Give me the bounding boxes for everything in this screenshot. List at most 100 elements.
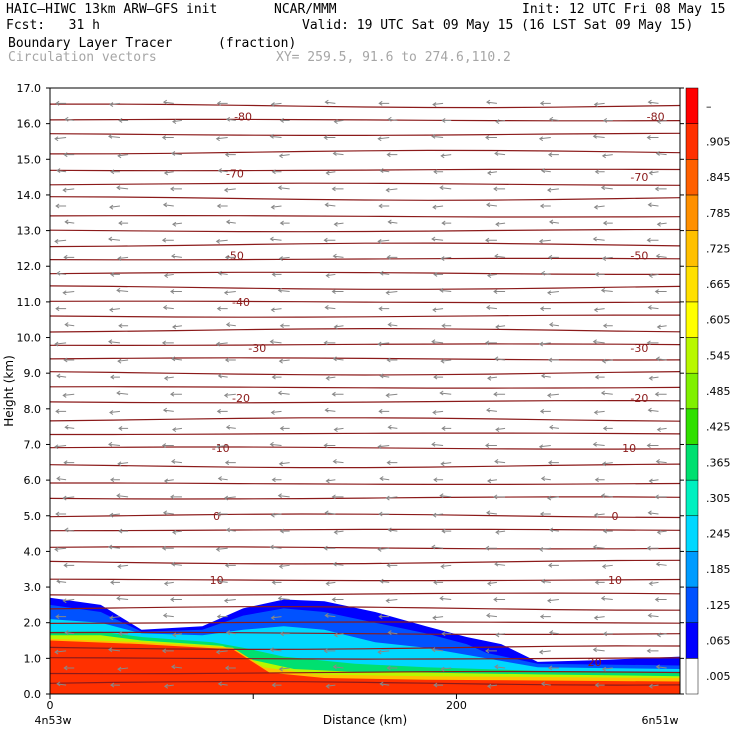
vector-arrow xyxy=(217,270,228,276)
vector-arrow xyxy=(278,153,290,159)
x-tick-label: 200 xyxy=(446,699,467,712)
vector-arrow xyxy=(162,202,174,208)
vector-arrow xyxy=(278,256,290,261)
isotherm-line xyxy=(49,271,680,275)
vector-arrow xyxy=(495,324,506,330)
vector-arrow xyxy=(433,580,444,585)
contour-label: 0 xyxy=(213,510,220,523)
vector-arrow xyxy=(162,613,174,618)
vector-arrow xyxy=(647,613,659,618)
vector-arrow xyxy=(486,510,497,516)
isotherm-line xyxy=(49,592,681,596)
vector-arrow xyxy=(538,136,551,142)
x-tick-label: 0 xyxy=(47,699,54,712)
vector-arrow xyxy=(494,253,506,259)
vector-arrow xyxy=(654,391,667,397)
vector-arrow xyxy=(109,410,121,415)
vector-arrow xyxy=(171,356,182,362)
vector-arrow xyxy=(493,597,506,602)
vector-arrow xyxy=(270,307,282,313)
vector-arrow xyxy=(594,169,605,175)
vector-arrow xyxy=(602,323,613,329)
vector-arrow xyxy=(601,358,613,364)
vector-arrow xyxy=(163,375,174,381)
colorbar-label: .125 xyxy=(706,599,731,612)
vector-arrow xyxy=(378,408,390,414)
vector-arrow xyxy=(332,561,344,567)
y-tick-label: 8.0 xyxy=(24,403,42,416)
vector-arrow xyxy=(431,647,444,653)
vector-arrow xyxy=(441,631,452,637)
vector-arrow xyxy=(331,391,344,397)
vector-arrow xyxy=(332,459,344,464)
vector-arrow xyxy=(432,307,444,313)
vector-arrow xyxy=(171,151,182,156)
vector-arrow xyxy=(386,254,398,260)
vector-arrow xyxy=(486,202,497,208)
vector-arrow xyxy=(324,99,336,105)
vector-arrow xyxy=(485,237,497,243)
isotherm-line xyxy=(49,513,681,519)
vector-arrow xyxy=(333,529,344,535)
isotherm-line xyxy=(49,417,681,422)
vector-arrow xyxy=(592,441,605,447)
vector-arrow xyxy=(331,289,344,294)
vector-arrow xyxy=(215,136,228,142)
vector-arrow xyxy=(62,598,75,604)
vector-arrow xyxy=(379,476,390,481)
vector-arrow xyxy=(225,116,236,122)
vector-arrow xyxy=(439,595,452,601)
colorbar-label: .845 xyxy=(706,171,731,184)
colorbar: .005 .065 .125 .185 .245 .305 .365 .425 .485 .545… xyxy=(685,87,731,695)
contour-label: -40 xyxy=(232,296,250,309)
isotherm-contours: -80 -80-70 -70-50 -50-40-30 -30-20 -20-10 -100… xyxy=(49,103,681,686)
vector-arrow xyxy=(593,512,605,518)
vector-arrow xyxy=(547,598,559,604)
vector-arrow xyxy=(332,664,344,670)
vector-arrow xyxy=(432,512,444,518)
isotherm-line xyxy=(50,103,681,109)
vector-arrow xyxy=(110,477,120,483)
vector-arrow xyxy=(215,238,228,244)
vector-arrow xyxy=(108,647,121,653)
vector-arrow xyxy=(64,527,75,533)
vector-arrow xyxy=(108,133,121,139)
vector-arrow xyxy=(62,495,75,501)
colorbar-label: .305 xyxy=(706,492,731,505)
vector-arrow xyxy=(108,441,121,447)
vector-arrow xyxy=(600,493,613,499)
vector-arrow xyxy=(377,136,390,142)
vector-arrow xyxy=(279,323,290,329)
vector-arrow xyxy=(431,236,444,242)
plot-frame xyxy=(49,87,681,695)
vector-arrow xyxy=(385,392,398,398)
vector-arrow xyxy=(217,476,228,481)
isotherm-line xyxy=(49,578,681,582)
vector-arrow xyxy=(170,289,182,294)
vector-arrow xyxy=(323,443,336,448)
vector-arrow xyxy=(656,324,667,330)
vector-arrow xyxy=(378,100,390,106)
vector-arrow xyxy=(440,358,452,364)
y-tick-label: 14.0 xyxy=(17,189,42,202)
vector-arrow xyxy=(161,340,174,346)
vector-arrow xyxy=(109,204,121,210)
vector-arrow xyxy=(216,306,228,312)
contour-label: -70 xyxy=(226,168,244,181)
y-tick-label: 10.0 xyxy=(17,332,42,345)
vector-arrow xyxy=(601,153,613,159)
vector-arrow xyxy=(601,461,613,467)
vector-arrow xyxy=(493,289,506,294)
vector-arrow xyxy=(332,356,344,362)
vector-arrow xyxy=(271,477,282,483)
isotherm-line xyxy=(49,182,681,186)
colorbar-swatch xyxy=(685,479,699,517)
colorbar-swatch xyxy=(685,586,699,623)
vector-arrow xyxy=(547,290,559,296)
vector-arrow xyxy=(64,322,75,327)
isotherm-line xyxy=(49,314,680,318)
vector-arrow xyxy=(118,631,129,637)
vector-arrow xyxy=(225,322,236,327)
vector-arrow xyxy=(648,478,659,484)
vector-arrow xyxy=(494,561,506,567)
